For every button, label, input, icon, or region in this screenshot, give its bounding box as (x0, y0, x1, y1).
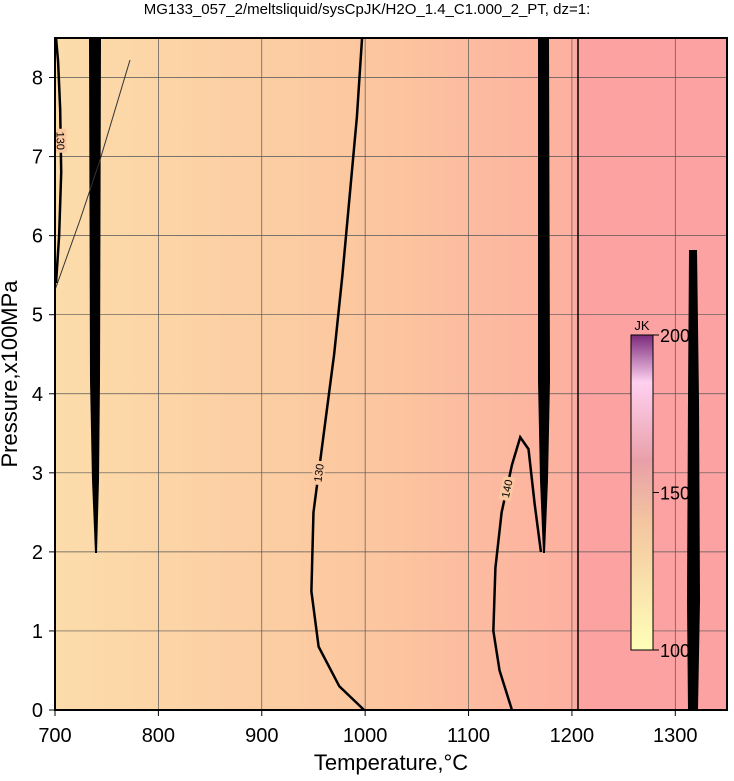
plot-frame (54, 37, 728, 711)
chart-title: MG133_057_2/meltsliquid/sysCpJK/H2O_1.4_… (144, 1, 591, 18)
y-tick-label: 2 (32, 542, 43, 564)
contour-line (310, 37, 365, 711)
contour-label-bg (311, 460, 327, 486)
colorbar-tick-label: 100 (660, 641, 690, 661)
x-tick-label: 1300 (653, 725, 698, 747)
x-axis-label: Temperature,°C (314, 750, 468, 775)
y-tick-label: 7 (32, 147, 43, 169)
y-tick-label: 6 (32, 226, 43, 248)
x-tick-label: 700 (38, 725, 71, 747)
colorbar-ticks: 100 150 200 (653, 326, 690, 661)
plot: 130 140 130 (54, 37, 543, 711)
y-tick-label: 5 (32, 305, 43, 327)
contour-label: 130 (54, 132, 66, 151)
y-tick-label: 3 (32, 463, 43, 485)
grid (54, 38, 727, 711)
contour-band (538, 38, 550, 553)
colorbar (630, 334, 654, 651)
contour-label-bg (54, 128, 67, 153)
x-tick-label: 1200 (550, 725, 595, 747)
contour-label-bg (498, 475, 516, 502)
y-axis-label: Pressure,x100MPa (0, 280, 22, 468)
contour-label: 130 (312, 463, 326, 483)
colorbar-tick-label: 150 (660, 484, 690, 504)
y-tick-label: 4 (32, 384, 43, 406)
x-tick-label: 800 (142, 725, 175, 747)
colorbar-label: JK (634, 318, 650, 333)
contour-label: 140 (500, 479, 516, 499)
dense-contours (54, 38, 700, 710)
y-tick-label: 8 (32, 68, 43, 90)
colorbar-tick-label: 200 (660, 326, 690, 346)
y-tick-label: 1 (32, 621, 43, 643)
x-tick-label: 900 (245, 725, 278, 747)
contour-band (687, 250, 700, 710)
y-tick-label: 0 (32, 700, 43, 722)
x-tick-label: 1000 (343, 725, 388, 747)
thin-contour (54, 59, 131, 291)
plot-background (55, 38, 727, 710)
x-tick-label: 1100 (447, 725, 490, 747)
